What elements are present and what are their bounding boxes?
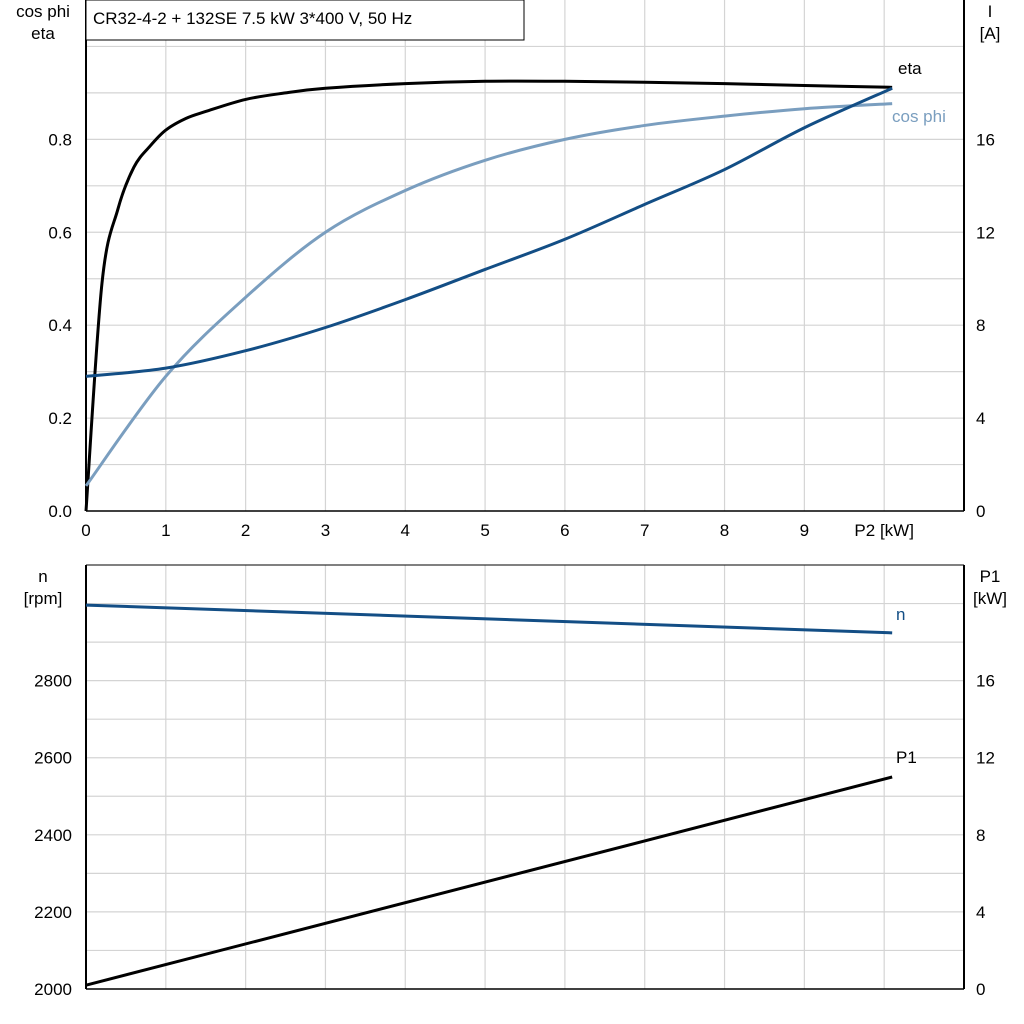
x-tick-label: 9: [800, 521, 809, 540]
y-left-tick-label: 0.0: [48, 502, 72, 521]
y-right-tick-label: 8: [976, 826, 985, 845]
y-left-tick-label: 0.6: [48, 223, 72, 242]
y-left-tick-label: 0.2: [48, 409, 72, 428]
x-tick-label: 5: [480, 521, 489, 540]
y-left-tick-label: 2200: [34, 903, 72, 922]
series-label-cos-phi: cos phi: [892, 107, 946, 126]
x-tick-label: 3: [321, 521, 330, 540]
y-left-tick-label: 2800: [34, 672, 72, 691]
chart-title: CR32-4-2 + 132SE 7.5 kW 3*400 V, 50 Hz: [93, 9, 412, 28]
x-tick-label: 4: [401, 521, 410, 540]
series-line-eta: [84, 79, 893, 512]
y-right-tick-label: 0: [976, 502, 985, 521]
series-label-eta: eta: [898, 59, 922, 78]
x-tick-label: 7: [640, 521, 649, 540]
x-axis-label: P2 [kW]: [854, 521, 914, 540]
y-left-tick-label: 2000: [34, 980, 72, 999]
y-left-tick-label: 2400: [34, 826, 72, 845]
y-left-axis-label: cos phi: [16, 2, 70, 21]
y-right-tick-label: 0: [976, 980, 985, 999]
x-tick-label: 0: [81, 521, 90, 540]
y-right-axis-label: [A]: [980, 24, 1001, 43]
series-line-p1: [85, 775, 893, 987]
y-right-tick-label: 12: [976, 749, 995, 768]
series-label-p1: P1: [896, 748, 917, 767]
y-right-tick-label: 16: [976, 672, 995, 691]
y-right-axis-label: I: [988, 2, 993, 21]
x-tick-label: 2: [241, 521, 250, 540]
y-right-tick-label: 4: [976, 409, 985, 428]
series-label-n: n: [896, 605, 905, 624]
y-right-axis-label: [kW]: [973, 589, 1007, 608]
y-left-axis-label: n: [38, 567, 47, 586]
y-left-tick-label: 0.8: [48, 130, 72, 149]
y-right-tick-label: 8: [976, 316, 985, 335]
chart-panel-1: 2000 2200 2400 2600 2800 0 4 8 12 16 n [rpm] P1 [kW]: [24, 564, 1007, 999]
x-tick-label: 1: [161, 521, 170, 540]
x-tick-label: 8: [720, 521, 729, 540]
series-line-n: [85, 603, 893, 635]
y-left-axis-label: eta: [31, 24, 55, 43]
series-line-i: [85, 86, 893, 378]
y-right-tick-label: 4: [976, 903, 985, 922]
y-left-axis-label: [rpm]: [24, 589, 63, 608]
y-right-tick-label: 16: [976, 130, 995, 149]
y-right-axis-label: P1: [980, 567, 1001, 586]
x-tick-label: 6: [560, 521, 569, 540]
y-right-tick-label: 12: [976, 223, 995, 242]
y-left-tick-label: 2600: [34, 749, 72, 768]
series-line-cos-phi: [84, 102, 893, 487]
y-left-tick-label: 0.4: [48, 316, 72, 335]
title-box: [85, 0, 525, 41]
